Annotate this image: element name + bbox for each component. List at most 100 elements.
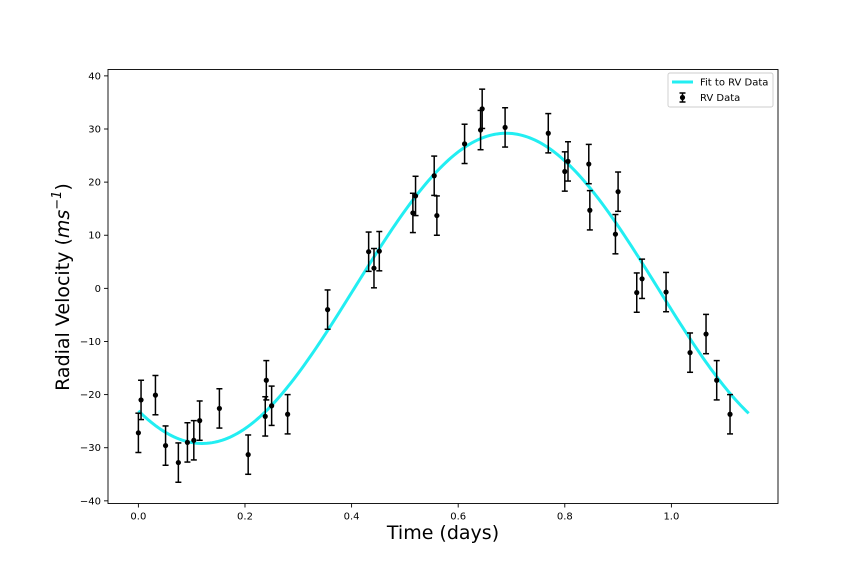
data-marker: [263, 377, 269, 383]
data-marker: [703, 331, 709, 337]
rv-data-point: [245, 434, 252, 476]
data-marker: [587, 207, 593, 213]
data-marker: [410, 210, 416, 216]
y-tick-label: −20: [80, 390, 101, 401]
x-tick-label: 1.0: [663, 512, 679, 523]
legend-fit-label: Fit to RV Data: [700, 78, 768, 89]
x-tick-label: 0.2: [237, 512, 253, 523]
data-marker: [714, 377, 720, 383]
rv-data-point: [586, 189, 593, 231]
data-marker: [245, 452, 251, 458]
data-marker: [431, 173, 437, 179]
rv-data-point: [639, 258, 646, 300]
y-axis-label-suffix: ): [52, 183, 74, 190]
data-marker: [412, 193, 419, 199]
x-tick-label: 0.4: [344, 512, 360, 523]
rv-data-point: [461, 123, 468, 165]
rv-data-point: [262, 395, 269, 437]
data-marker: [565, 158, 571, 164]
rv-data-point: [138, 379, 145, 421]
data-marker: [687, 350, 693, 356]
data-marker: [663, 289, 669, 295]
data-marker: [479, 106, 485, 112]
data-marker: [197, 418, 203, 424]
rv-data-point: [687, 332, 694, 374]
rv-data-point: [561, 151, 568, 192]
x-tick-label: 0.6: [450, 512, 466, 523]
rv-data-point: [376, 230, 383, 272]
rv-data-point: [324, 289, 331, 331]
data-marker: [612, 231, 619, 237]
rv-data-point: [370, 247, 377, 289]
rv-data-point: [263, 359, 270, 401]
legend-box: [667, 72, 774, 108]
data-marker: [634, 290, 640, 296]
data-marker: [562, 168, 568, 175]
data-marker: [269, 403, 275, 409]
rv-data-point: [268, 385, 275, 427]
rv-data-point: [409, 192, 416, 234]
y-tick-label: 10: [88, 231, 101, 242]
data-marker: [262, 413, 268, 419]
data-marker: [639, 276, 645, 282]
y-axis-ticks: −40 −30 −20 −10 0 10 20 30 40: [80, 71, 108, 507]
x-axis-ticks: 0.0 0.2 0.4 0.6 0.8 1.0: [130, 503, 679, 523]
rv-data-points: [135, 88, 734, 484]
rv-data-point: [190, 419, 197, 461]
data-marker: [376, 248, 382, 254]
legend-data-label: RV Data: [700, 93, 740, 104]
data-marker: [727, 411, 733, 417]
legend: Fit to RV Data RV Data: [667, 72, 774, 108]
x-axis-label: Time (days): [386, 522, 499, 544]
rv-data-point: [663, 271, 670, 313]
data-marker: [545, 130, 551, 136]
fit-curve: [137, 131, 750, 445]
legend-marker: [679, 94, 686, 101]
y-tick-label: 20: [88, 178, 101, 189]
rv-data-point: [727, 393, 734, 435]
y-axis-label: Radial Velocity (ms−1): [50, 183, 74, 391]
rv-data-point: [175, 442, 182, 484]
rv-data-point: [365, 231, 372, 273]
rv-data-point: [703, 313, 710, 355]
y-tick-label: 30: [88, 124, 101, 135]
y-axis-label-unit: ms: [52, 210, 74, 239]
data-marker: [325, 307, 331, 313]
y-tick-label: 0: [95, 284, 101, 295]
data-marker: [216, 405, 223, 412]
y-axis-label-exponent: −1: [50, 191, 65, 210]
data-marker: [152, 392, 159, 398]
rv-data-point: [184, 422, 191, 463]
rv-data-point: [564, 140, 571, 182]
data-marker: [184, 439, 191, 446]
rv-data-point: [152, 374, 159, 416]
data-marker: [366, 249, 372, 255]
plot-area: [107, 69, 779, 504]
x-tick-label: 0.8: [557, 512, 573, 523]
data-marker: [586, 161, 592, 167]
data-marker: [371, 265, 377, 271]
rv-data-point: [713, 359, 720, 401]
data-marker: [138, 397, 144, 403]
rv-data-point: [162, 425, 169, 467]
data-marker: [191, 437, 197, 443]
legend-data-swatch: [679, 92, 686, 103]
rv-data-point: [284, 393, 291, 435]
y-tick-label: −10: [80, 337, 101, 348]
y-tick-label: 40: [88, 71, 101, 82]
rv-data-point: [545, 112, 552, 154]
rv-data-point: [633, 272, 640, 314]
rv-data-point: [502, 106, 509, 148]
rv-data-point: [479, 88, 486, 130]
rv-data-point: [615, 171, 622, 213]
rv-data-point: [612, 213, 619, 255]
data-marker: [461, 141, 468, 147]
y-axis-label-prefix: Radial Velocity (: [52, 238, 74, 391]
x-tick-label: 0.0: [130, 512, 146, 523]
y-tick-label: −40: [80, 496, 101, 507]
data-marker: [162, 442, 169, 449]
y-tick-label: −30: [80, 443, 101, 454]
rv-data-point: [412, 175, 419, 217]
rv-data-point: [216, 388, 223, 429]
